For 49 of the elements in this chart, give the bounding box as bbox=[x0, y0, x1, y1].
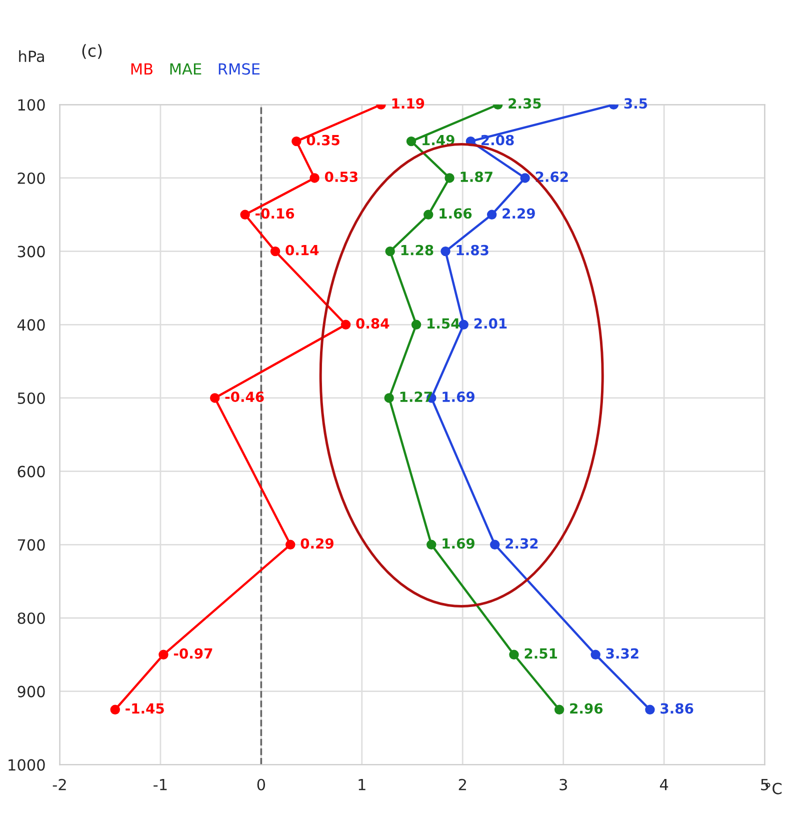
data-label: -0.16 bbox=[256, 208, 294, 219]
y-tick-label: 400 bbox=[17, 319, 45, 331]
x-tick-label: 4 bbox=[660, 779, 668, 790]
data-label: 0.14 bbox=[286, 244, 319, 256]
x-tick-label: -2 bbox=[52, 778, 66, 790]
data-label: 2.29 bbox=[502, 208, 535, 219]
data-label: 1.54 bbox=[428, 318, 460, 329]
y-axis-title: hPa bbox=[19, 50, 44, 62]
y-tick-label: 200 bbox=[18, 172, 45, 184]
text: RMSE bbox=[218, 63, 260, 75]
data-label: 2.08 bbox=[481, 134, 514, 146]
y-tick-label: 1000 bbox=[8, 759, 45, 771]
data-label: 1.69 bbox=[442, 392, 474, 402]
chart-title: (c) bbox=[82, 44, 102, 59]
data-label: 2.35 bbox=[508, 98, 541, 109]
text: MB bbox=[131, 63, 152, 75]
x-tick-label: 2 bbox=[458, 778, 466, 790]
text: MAE bbox=[170, 63, 202, 75]
data-label: 3.32 bbox=[606, 648, 638, 659]
data-label: 0.84 bbox=[356, 318, 390, 329]
data-label: 1.28 bbox=[401, 244, 434, 256]
y-tick-label: 700 bbox=[18, 539, 45, 551]
x-tick-label: 3 bbox=[560, 778, 567, 790]
x-tick-label: 0 bbox=[257, 778, 266, 790]
data-label: 0.35 bbox=[306, 134, 340, 146]
y-tick-label: 500 bbox=[18, 392, 45, 404]
data-label: 2.32 bbox=[506, 538, 538, 549]
data-label: 1.83 bbox=[456, 244, 488, 256]
data-label: 3.5 bbox=[624, 98, 648, 109]
data-label: 0.53 bbox=[324, 172, 358, 182]
data-label: 2.51 bbox=[524, 648, 558, 659]
y-tick-label: 300 bbox=[18, 246, 45, 258]
data-label: 2.01 bbox=[474, 318, 507, 329]
data-label: 3.86 bbox=[660, 703, 694, 714]
x-tick-label: 1 bbox=[358, 779, 366, 790]
x-tick-label: -1 bbox=[154, 779, 167, 790]
data-label: 2.96 bbox=[570, 703, 603, 714]
data-label: 1.66 bbox=[440, 208, 472, 219]
data-label: -0.97 bbox=[174, 648, 212, 659]
y-tick-label: 100 bbox=[18, 99, 45, 111]
y-tick-label: 600 bbox=[18, 466, 45, 478]
data-label: 1.19 bbox=[392, 98, 424, 109]
data-label: 0.29 bbox=[300, 538, 334, 549]
data-label: -1.45 bbox=[126, 703, 164, 714]
y-tick-label: 900 bbox=[18, 686, 45, 698]
y-tick-label: 800 bbox=[18, 612, 45, 624]
data-label: 2.62 bbox=[536, 172, 568, 182]
data-label: 1.87 bbox=[460, 172, 492, 182]
data-label: 1.69 bbox=[442, 538, 474, 549]
